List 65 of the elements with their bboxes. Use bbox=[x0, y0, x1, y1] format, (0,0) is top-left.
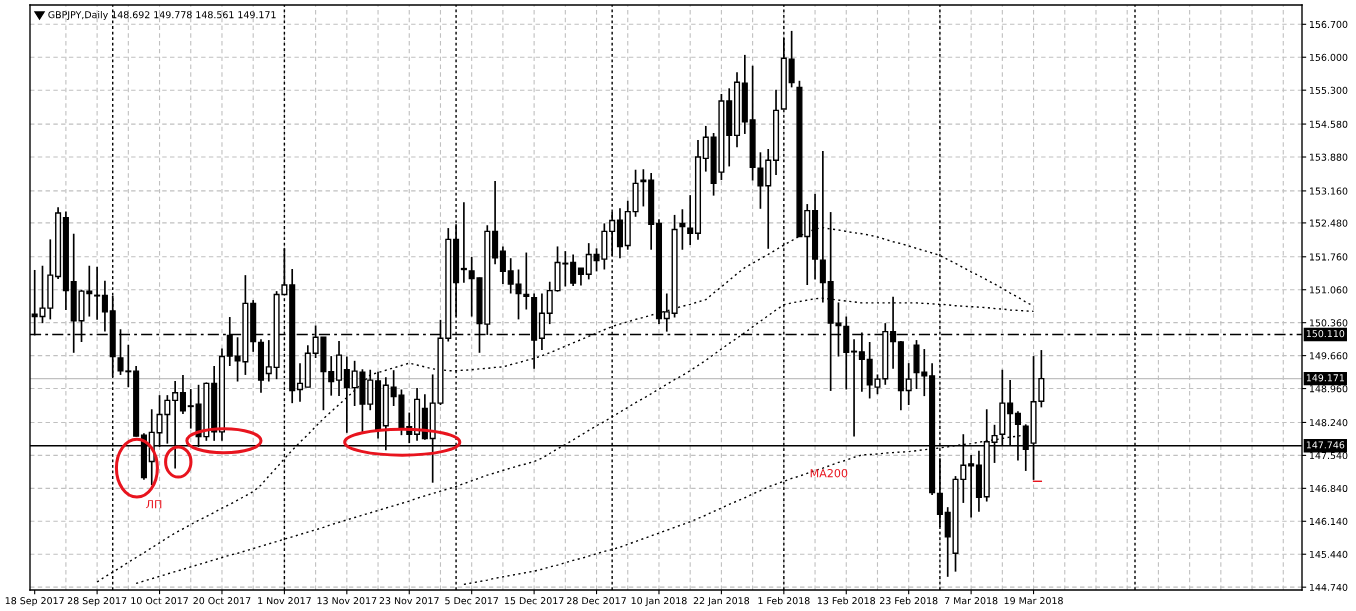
y-tick-label: 154.580 bbox=[1309, 120, 1348, 128]
y-tick-label: 151.760 bbox=[1309, 253, 1348, 261]
x-tick-label: 23 Feb 2018 bbox=[880, 596, 938, 605]
x-tick-label: 7 Mar 2018 bbox=[944, 597, 998, 605]
y-tick-label: 151.060 bbox=[1309, 286, 1348, 294]
y-tick-label: 144.740 bbox=[1309, 583, 1348, 591]
annotation: MA200 bbox=[810, 468, 848, 478]
x-tick-label: 1 Feb 2018 bbox=[758, 596, 810, 605]
y-tick-label: 146.840 bbox=[1309, 484, 1348, 493]
candlestick bbox=[187, 388, 194, 430]
x-tick-label: 15 Dec 2017 bbox=[504, 597, 564, 605]
candlestick bbox=[585, 242, 592, 281]
y-tick-label: 145.440 bbox=[1309, 550, 1348, 558]
x-tick-label: 13 Feb 2018 bbox=[817, 596, 876, 605]
x-tick-label: 22 Jan 2018 bbox=[693, 597, 750, 607]
candlestick bbox=[702, 125, 709, 173]
x-tick-label: 13 Nov 2017 bbox=[317, 597, 377, 605]
y-tick-label: 152.480 bbox=[1309, 219, 1348, 227]
candlestick bbox=[570, 253, 577, 287]
y-tick-label: 147.540 bbox=[1309, 451, 1348, 460]
y-tick-label: 148.960 bbox=[1309, 385, 1348, 393]
x-tick-label: 10 Oct 2017 bbox=[131, 597, 188, 605]
y-tick-label: 148.240 bbox=[1309, 419, 1348, 427]
y-tick-label: 153.160 bbox=[1309, 187, 1348, 195]
x-tick-label: 1 Nov 2017 bbox=[258, 597, 311, 605]
text: GBPJPY,Daily 148.692 149.778 148.561 149.171 bbox=[48, 10, 276, 21]
candlestick bbox=[757, 151, 764, 210]
candlestick bbox=[179, 374, 186, 415]
y-tick-label: 156.000 bbox=[1309, 53, 1348, 61]
ref-line-label: 149.171 bbox=[1306, 374, 1344, 382]
y-tick-label: 146.140 bbox=[1309, 517, 1348, 526]
x-tick-label: 28 Sep 2017 bbox=[67, 597, 127, 607]
candlestick bbox=[94, 265, 101, 321]
candlestick bbox=[523, 251, 530, 311]
annotation: ЛП bbox=[146, 500, 162, 509]
candlestick bbox=[265, 339, 272, 383]
y-tick-label: 150.360 bbox=[1309, 319, 1348, 327]
y-tick-label: 156.700 bbox=[1309, 20, 1348, 29]
candlestick bbox=[851, 338, 858, 438]
x-tick-label: 28 Dec 2017 bbox=[567, 597, 626, 605]
x-tick-label: 19 Mar 2018 bbox=[1004, 597, 1063, 605]
candlestick bbox=[905, 362, 912, 406]
ref-line-label: 150.110 bbox=[1306, 330, 1345, 338]
candlestick bbox=[328, 355, 335, 397]
candlestick bbox=[819, 150, 826, 304]
y-tick-label: 153.880 bbox=[1309, 153, 1348, 161]
candlestick bbox=[499, 245, 506, 285]
candlestick bbox=[968, 454, 975, 519]
candlestick bbox=[640, 168, 647, 208]
candlestick bbox=[687, 194, 694, 246]
candlestick bbox=[788, 30, 795, 89]
candlestick bbox=[296, 362, 304, 403]
candlestick bbox=[460, 201, 467, 284]
x-tick-label: 18 Sep 2017 bbox=[5, 597, 64, 607]
candlestick bbox=[343, 355, 350, 434]
candlestick bbox=[367, 368, 374, 412]
candlestick bbox=[663, 292, 670, 333]
x-tick-label: 10 Jan 2018 bbox=[631, 597, 687, 607]
x-tick-label: 20 Oct 2017 bbox=[193, 597, 251, 605]
x-tick-label: 23 Nov 2017 bbox=[379, 597, 439, 605]
y-tick-label: 149.660 bbox=[1309, 352, 1348, 360]
ref-line-label: 147.746 bbox=[1306, 441, 1345, 449]
candlestick bbox=[101, 279, 108, 333]
y-tick-label: 155.300 bbox=[1309, 86, 1348, 94]
x-tick-label: 5 Dec 2017 bbox=[445, 597, 499, 605]
